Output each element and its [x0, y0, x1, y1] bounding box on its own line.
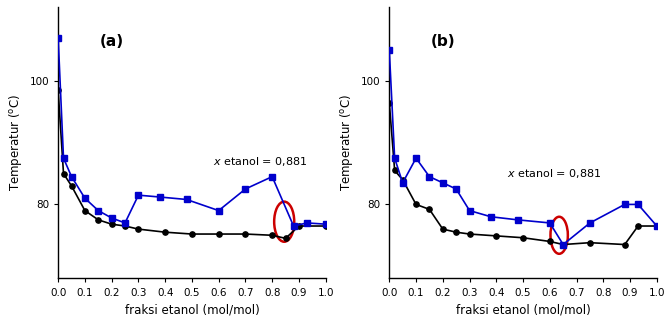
Y-axis label: Temperatur ($^{\mathregular{o}}$C): Temperatur ($^{\mathregular{o}}$C) [7, 94, 24, 191]
Text: $\mathit{x}$ etanol = 0,881: $\mathit{x}$ etanol = 0,881 [213, 155, 308, 168]
X-axis label: fraksi etanol (mol/mol): fraksi etanol (mol/mol) [124, 303, 259, 316]
X-axis label: fraksi etanol (mol/mol): fraksi etanol (mol/mol) [456, 303, 591, 316]
Text: (a): (a) [99, 34, 124, 49]
Text: $\mathit{x}$ etanol = 0,881: $\mathit{x}$ etanol = 0,881 [507, 167, 601, 180]
Y-axis label: Temperatur ($^{\mathregular{o}}$C): Temperatur ($^{\mathregular{o}}$C) [338, 94, 355, 191]
Text: (b): (b) [431, 34, 455, 49]
